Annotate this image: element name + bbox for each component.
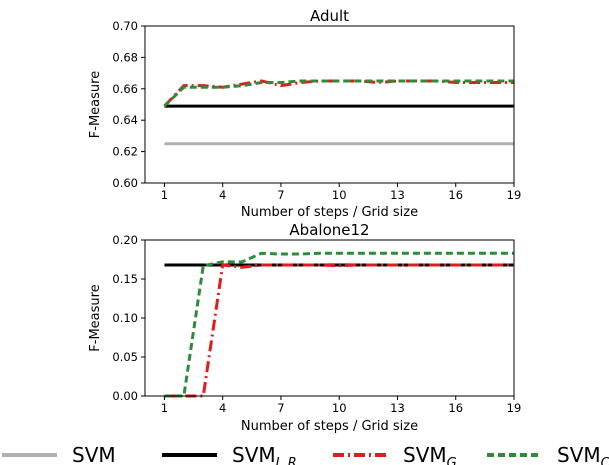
legend-subscript-svm_ir: I. R.: [276, 456, 301, 465]
legend-subscript-svm_g: G: [447, 456, 457, 465]
y-axis-label: F-Measure: [88, 71, 103, 138]
y-tick-label: 0.62: [112, 145, 138, 159]
x-axis-label: Number of steps / Grid size: [241, 419, 418, 434]
y-tick-label: 0.00: [112, 389, 138, 403]
x-tick-label: 4: [219, 188, 226, 202]
x-tick-label: 19: [507, 188, 522, 202]
chart-title: Abalone12: [289, 221, 369, 239]
legend-subscript-svm_c: C: [601, 456, 609, 465]
y-tick-label: 0.05: [112, 350, 138, 364]
panel-1: 1 4 7 10 13 16 19 0.00 0.05 0.10 0.15 0.20 Abalone12…: [88, 221, 521, 434]
y-tick-label: 0.20: [112, 233, 138, 247]
series-line-svm_g: [164, 263, 514, 398]
legend-label-svm: SVM: [72, 443, 116, 465]
x-tick-label: 7: [277, 188, 284, 202]
y-tick-label: 0.10: [112, 311, 138, 325]
plot-frame: [144, 25, 515, 184]
legend-label-svm_c: SVMC: [557, 443, 609, 465]
x-tick-label: 19: [507, 401, 522, 415]
x-tick-label: 4: [219, 401, 226, 415]
y-axis-label: F-Measure: [88, 284, 103, 351]
y-tick-label: 0.68: [112, 50, 138, 64]
panel-0: 1 4 7 10 13 16 19 0.60 0.62 0.64 0.66 0.68 0.70 Adult…: [88, 7, 521, 220]
x-tick-label: 16: [448, 401, 463, 415]
y-tick-label: 0.15: [112, 272, 138, 286]
series-line-svm_c: [163, 79, 514, 108]
x-tick-label: 13: [390, 401, 405, 415]
legend-label-svm_g: SVMG: [403, 443, 457, 465]
x-tick-label: 16: [448, 188, 463, 202]
x-tick-label: 1: [161, 401, 168, 415]
x-tick-label: 13: [390, 188, 405, 202]
plot-frame: [144, 239, 515, 397]
x-tick-label: 1: [161, 188, 168, 202]
x-tick-label: 10: [332, 401, 347, 415]
x-tick-label: 7: [277, 401, 284, 415]
x-axis-label: Number of steps / Grid size: [241, 205, 418, 220]
series-line-svm_g: [163, 79, 514, 108]
y-tick-label: 0.66: [112, 82, 138, 96]
x-tick-label: 10: [332, 188, 347, 202]
y-tick-label: 0.60: [112, 176, 138, 190]
chart-title: Adult: [310, 7, 349, 25]
y-tick-label: 0.64: [112, 113, 138, 127]
legend: SVM SVMI. R. SVMG SVMC: [2, 443, 609, 465]
legend-label-svm_ir: SVMI. R.: [232, 443, 301, 465]
y-tick-label: 0.70: [112, 19, 138, 33]
series-line-svm_c: [164, 251, 514, 398]
